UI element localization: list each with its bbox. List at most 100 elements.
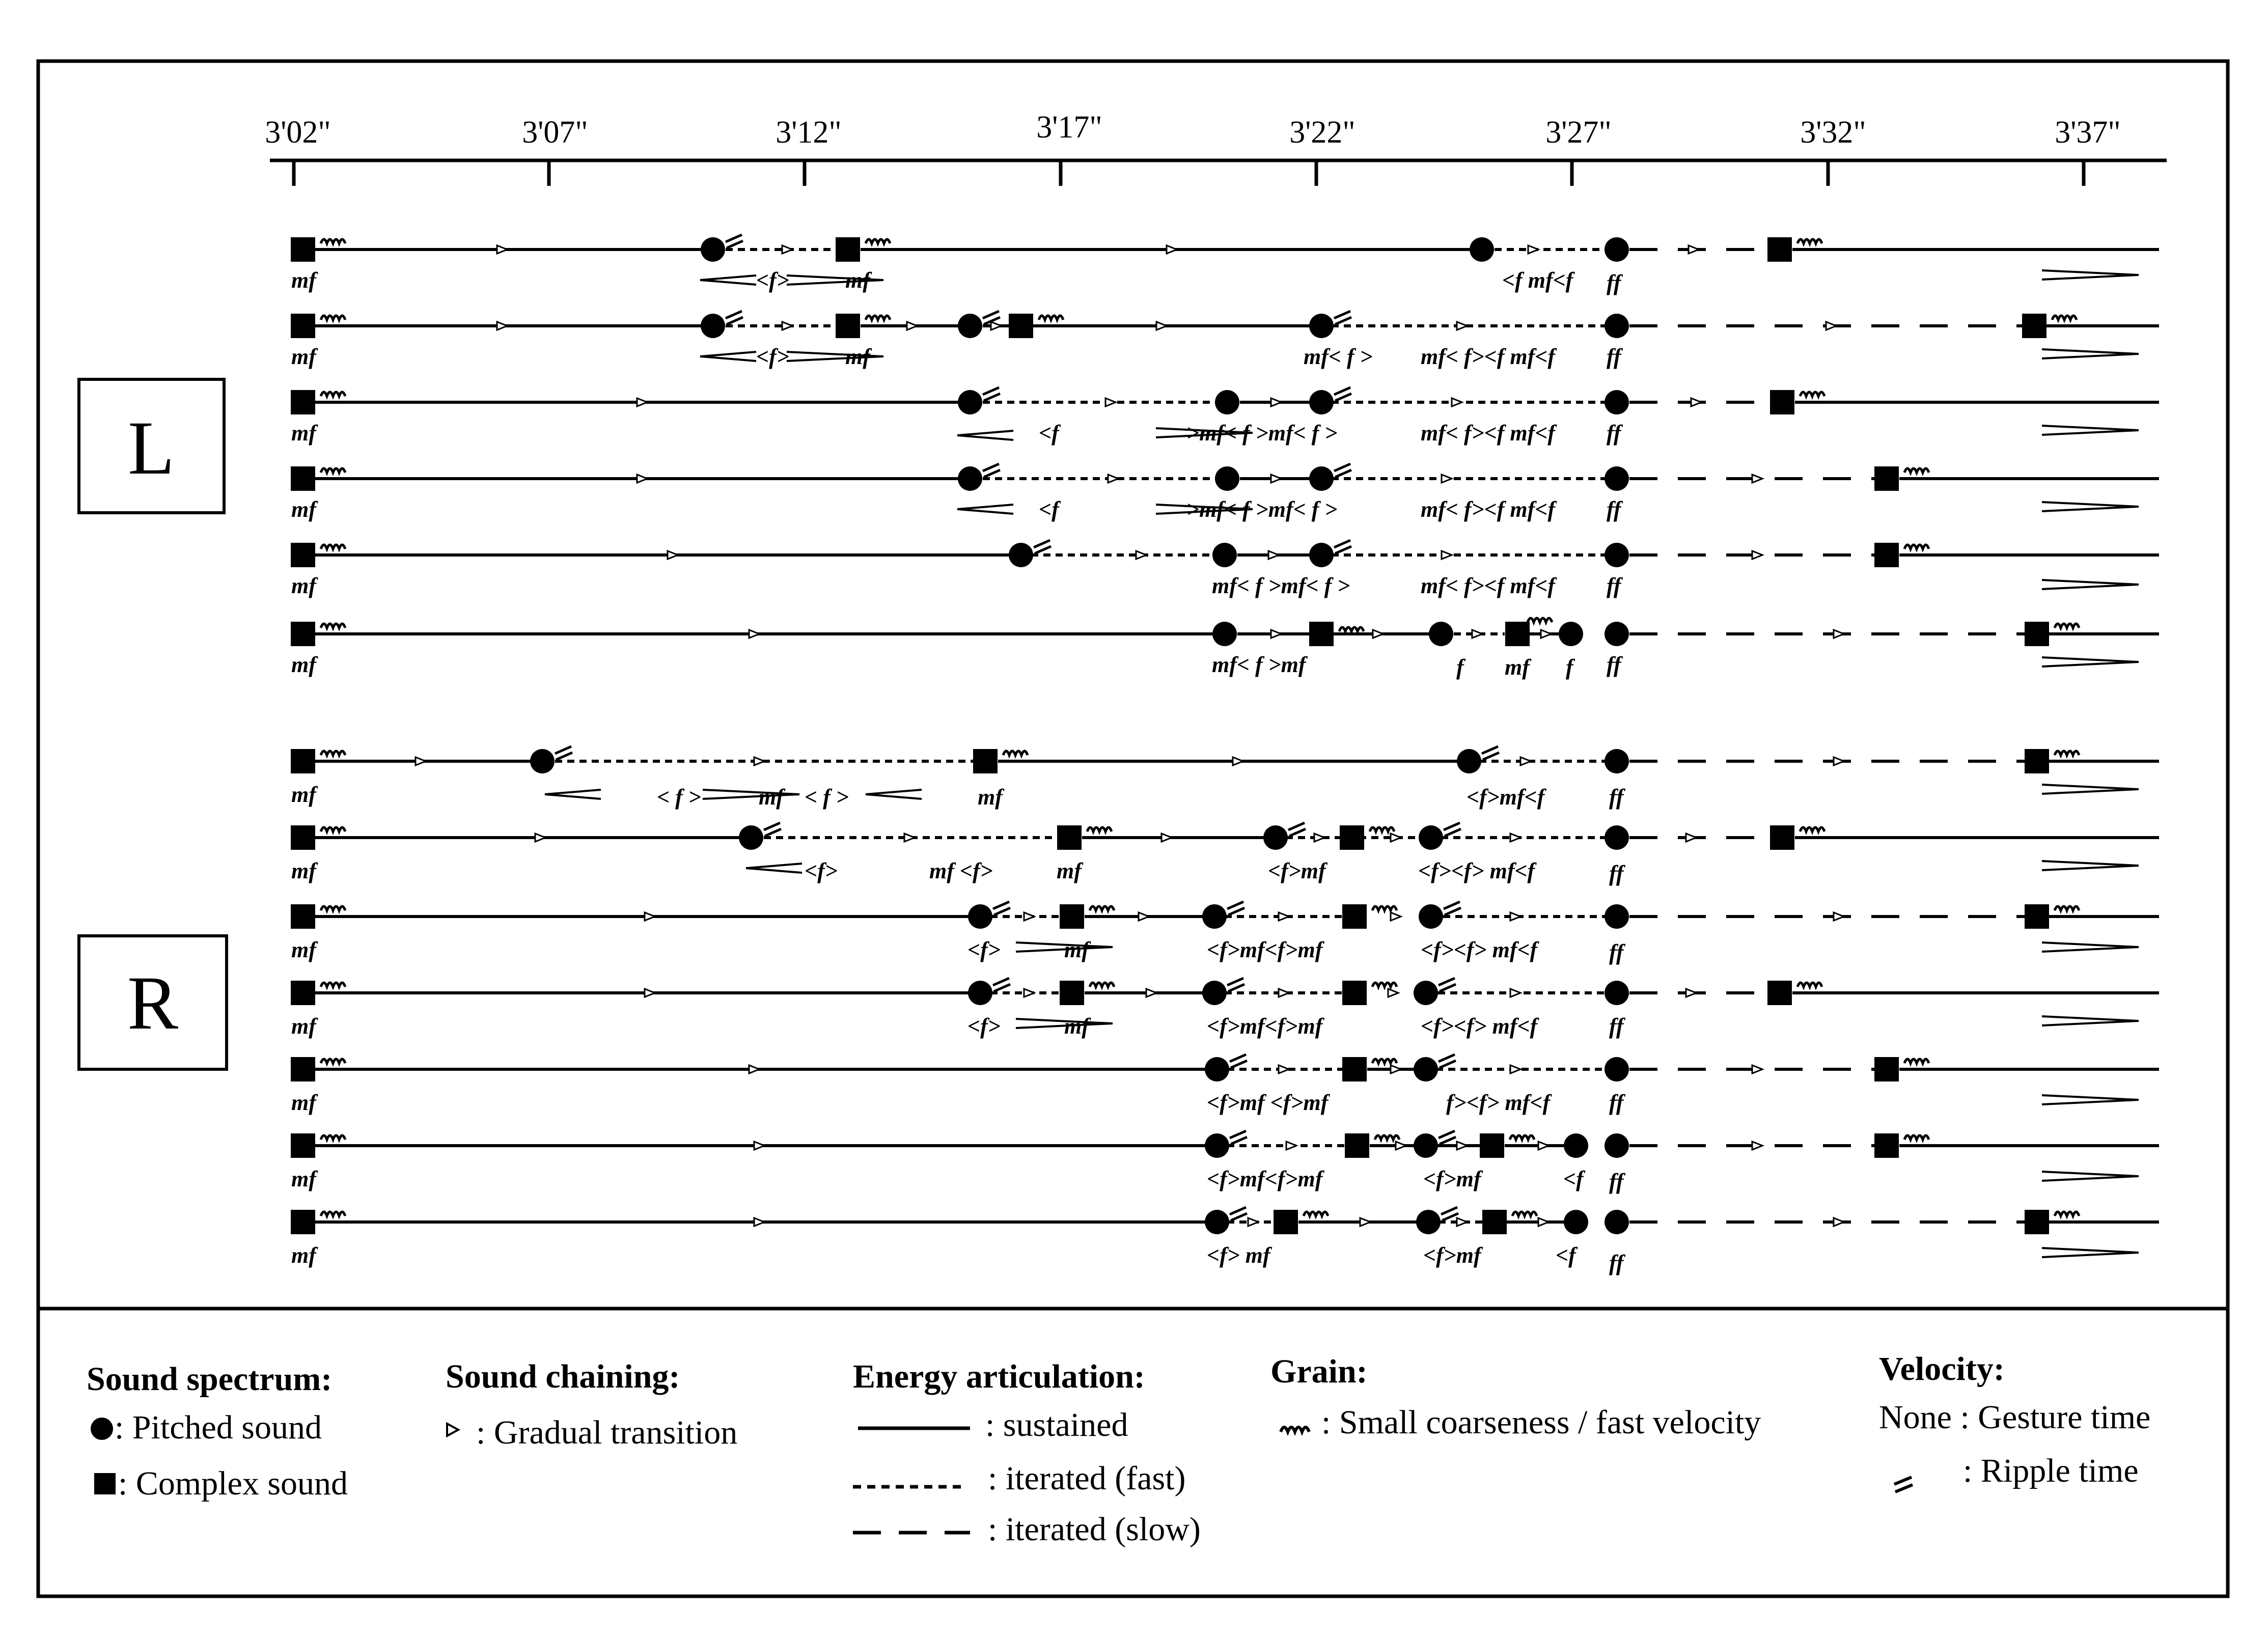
dynamic-mark: mf <box>978 785 1005 810</box>
tick-label: 3'07" <box>522 115 588 150</box>
dynamic-mark: mf <box>291 344 318 369</box>
dynamic-mark: <f><f> mf<f <box>1421 937 1540 962</box>
track-row: mf < f > mf < f > mf <f>mf<f ff <box>291 746 2159 810</box>
tick-label: 3'12" <box>776 115 841 150</box>
dynamic-mark: mf <box>291 1014 318 1039</box>
right-section-box <box>77 934 228 1071</box>
dynamic-mark: < f > <box>805 785 849 810</box>
dynamic-mark: <f <box>1563 1167 1586 1191</box>
dynamic-mark: mf <box>291 782 318 807</box>
dynamic-mark: mf< f><f mf<f <box>1421 421 1557 446</box>
tick-label: 3'22" <box>1289 115 1355 150</box>
dynamic-mark: ff <box>1607 344 1623 369</box>
dynamic-mark: <f> <box>967 937 1001 962</box>
ripple-icon <box>1893 1476 1914 1493</box>
track-row: mf <f> mf <f>mf<f>mf <f><f> mf<f ff <box>291 978 2159 1039</box>
legend-ripple-label: : Ripple time <box>1963 1452 2139 1489</box>
track-row: mf <f> mf <f mf<f ff <box>291 235 2159 295</box>
right-section-label: R <box>127 961 178 1045</box>
legend-energy-title: Energy articulation: <box>853 1358 1145 1395</box>
dynamic-mark: <f>mf <box>1268 858 1328 883</box>
dynamic-mark: f><f> mf<f <box>1446 1090 1552 1115</box>
tick-label: 3'37" <box>2055 115 2120 150</box>
tick-label: 3'27" <box>1545 115 1611 150</box>
dynamic-mark: <f>mf<f>mf <box>1207 1167 1325 1191</box>
tick-label: 3'32" <box>1800 115 1866 150</box>
track-row: mf <f> mf <f> mf <f>mf <f><f> mf<f ff <box>291 823 2159 886</box>
track-row: mf <f> mf <f>mf<f>mf <f><f> mf<f ff <box>291 902 2159 965</box>
dynamic-mark: <f>mf <box>1423 1243 1483 1268</box>
dynamic-mark: <f>mf <f>mf <box>1207 1090 1331 1115</box>
dynamic-mark: <f <box>1039 421 1061 446</box>
grain-icon <box>1279 1426 1311 1436</box>
dynamic-mark: <f> <box>756 268 789 293</box>
dynamic-mark: mf <box>845 344 872 369</box>
dynamic-mark: mf< f><f mf<f <box>1421 497 1557 522</box>
dynamic-mark: mf <box>291 937 318 962</box>
dynamic-mark: ff <box>1609 1169 1626 1194</box>
dynamic-mark: <f> <box>756 344 789 369</box>
track-row: mf mf< f >mf< f > mf< f><f mf<f ff <box>291 540 2159 598</box>
dynamic-mark: <f>mf<f>mf <box>1207 1014 1325 1039</box>
dynamic-mark: <f <box>1039 497 1061 522</box>
dynamic-mark: f <box>1456 655 1466 680</box>
dynamic-mark: mf <box>845 268 872 293</box>
dynamic-mark: mf <box>1505 655 1532 680</box>
dynamic-mark: < f > <box>657 785 701 810</box>
dynamic-mark: <f> <box>805 858 838 883</box>
dynamic-mark: mf <box>291 1090 318 1115</box>
legend-spectrum-title: Sound spectrum: <box>87 1361 332 1398</box>
track-row: mf <f >mf< f >mf< f > mf< f><f mf<f ff <box>291 387 2159 446</box>
legend-frame <box>36 1307 2230 1598</box>
dynamic-mark: ff <box>1609 785 1626 810</box>
dynamic-mark: mf< f >mf< f > <box>1212 573 1350 598</box>
dynamic-mark: mf< f><f mf<f <box>1421 573 1557 598</box>
dynamic-mark: ff <box>1607 497 1623 522</box>
dynamic-mark: <f <box>1556 1243 1578 1268</box>
left-section-label: L <box>128 406 175 490</box>
legend-velocity-none-label: None : Gesture time <box>1879 1399 2150 1436</box>
dynamic-mark: ff <box>1609 1251 1626 1275</box>
dynamic-mark: mf <box>291 1167 318 1191</box>
pitched-sound-icon <box>91 1418 113 1440</box>
dynamic-mark: ff <box>1607 652 1623 677</box>
dynamic-mark: <f>mf<f <box>1467 785 1547 810</box>
dynamic-mark: ff <box>1607 573 1623 598</box>
dynamic-mark: ff <box>1607 421 1623 446</box>
legend-sustained-label: : sustained <box>985 1406 1128 1444</box>
dynamic-mark: f <box>1566 655 1575 680</box>
dynamic-mark: ff <box>1607 270 1623 295</box>
dynamic-mark: <f><f> mf<f <box>1418 858 1537 883</box>
dynamic-mark: mf< f >mf <box>1212 652 1308 677</box>
dynamic-mark: mf <box>291 652 318 677</box>
track-row: mf mf< f >mf f mf f ff <box>291 618 2159 680</box>
dynamic-mark: mf <box>291 421 318 446</box>
tick-label: 3'17" <box>1036 110 1102 145</box>
legend-grain-title: Grain: <box>1270 1353 1368 1390</box>
dynamic-mark: mf <box>1057 858 1084 883</box>
dynamic-mark: ff <box>1609 861 1626 886</box>
dynamic-mark: mf <box>291 573 318 598</box>
dynamic-mark: mf <box>1064 937 1091 962</box>
track-row: mf <f> mf <f>mf <f ff <box>291 1207 2159 1275</box>
track-row: mf <f >mf< f >mf< f > mf< f><f mf<f ff <box>291 464 2159 522</box>
left-section-box <box>77 378 226 514</box>
track-row: mf <f>mf <f>mf f><f> mf<f ff <box>291 1055 2159 1115</box>
dynamic-mark: mf <box>291 858 318 883</box>
dynamic-mark: <f> <box>967 1014 1001 1039</box>
legend-pitched-label: : Pitched sound <box>115 1409 322 1446</box>
dynamic-mark: mf< f><f mf<f <box>1421 344 1557 369</box>
dynamic-mark: <f mf<f <box>1502 268 1575 293</box>
dynamic-mark: >mf< f >mf< f > <box>1186 497 1337 522</box>
dynamic-mark: ff <box>1609 1014 1626 1039</box>
track-row: mf <f> mf mf< f > mf< f><f mf<f ff <box>291 311 2159 369</box>
dynamic-mark: mf <box>291 497 318 522</box>
dynamic-mark: mf <box>291 268 318 293</box>
dynamic-mark: mf <box>291 1243 318 1268</box>
dynamic-mark: ff <box>1609 1090 1626 1115</box>
legend-gradual-label: : Gradual transition <box>476 1414 737 1451</box>
dynamic-mark: mf <box>1064 1014 1091 1039</box>
timeline-axis <box>270 158 2167 186</box>
dynamic-mark: mf <box>759 785 786 810</box>
